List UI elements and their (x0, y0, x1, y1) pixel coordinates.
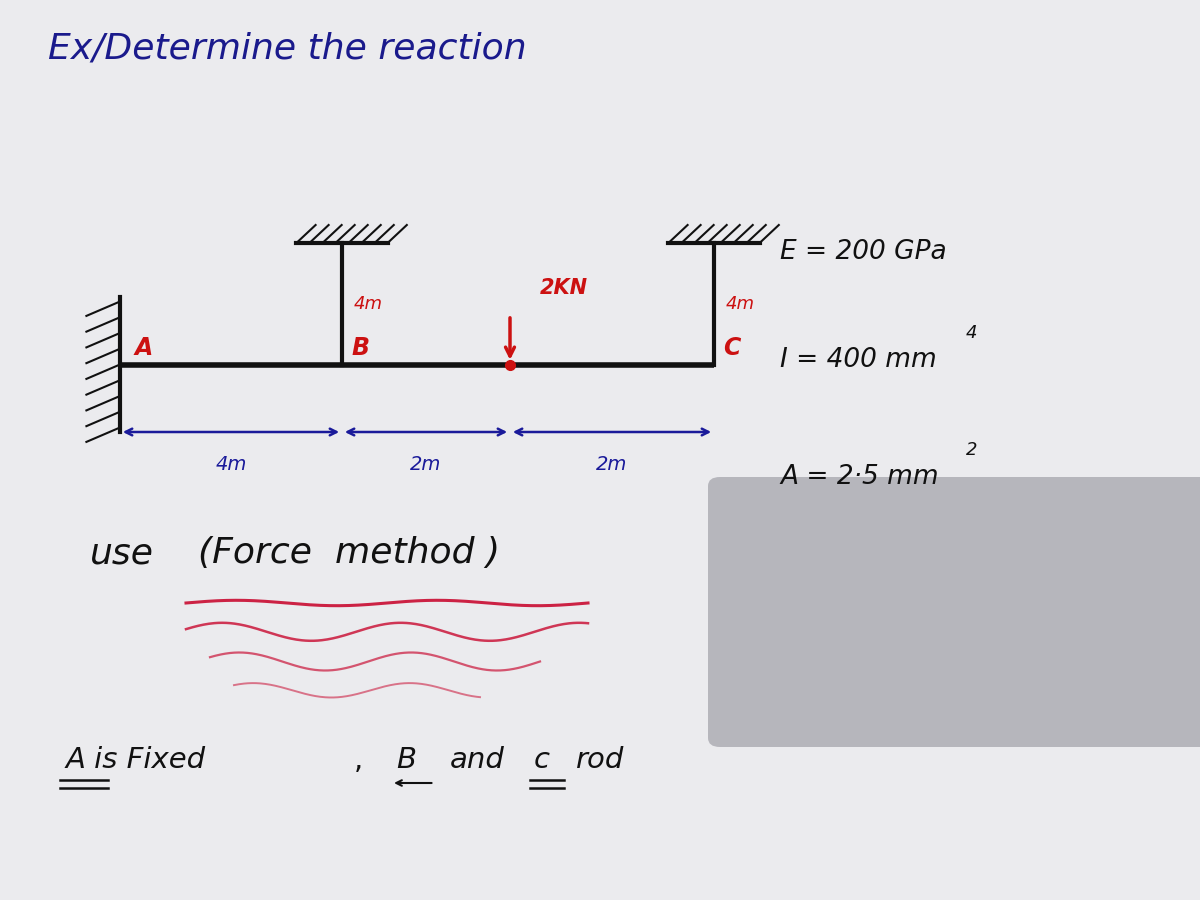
Text: ,: , (354, 746, 364, 775)
Text: B: B (352, 336, 370, 360)
Text: 2KN: 2KN (540, 278, 588, 298)
Text: (Force  method ): (Force method ) (198, 536, 500, 571)
Text: c: c (534, 746, 550, 775)
Text: 4m: 4m (215, 454, 247, 473)
Text: A: A (134, 336, 152, 360)
Text: and: and (450, 746, 505, 775)
Text: 2m: 2m (410, 454, 442, 473)
Text: C: C (724, 336, 740, 360)
Text: Ex/Determine the reaction: Ex/Determine the reaction (48, 32, 527, 66)
Text: 4m: 4m (354, 295, 383, 313)
Text: A is Fixed: A is Fixed (66, 746, 206, 775)
Text: 2: 2 (966, 441, 978, 459)
Text: 2m: 2m (596, 454, 628, 473)
Text: 4: 4 (966, 324, 978, 342)
Text: use: use (90, 536, 154, 571)
Text: I = 400 mm: I = 400 mm (780, 347, 937, 373)
Text: E = 200 GPa: E = 200 GPa (780, 239, 947, 265)
Text: B: B (396, 746, 416, 775)
Text: rod: rod (576, 746, 624, 775)
Text: A = 2·5 mm: A = 2·5 mm (780, 464, 938, 490)
Text: 4m: 4m (726, 295, 755, 313)
FancyBboxPatch shape (708, 477, 1200, 747)
